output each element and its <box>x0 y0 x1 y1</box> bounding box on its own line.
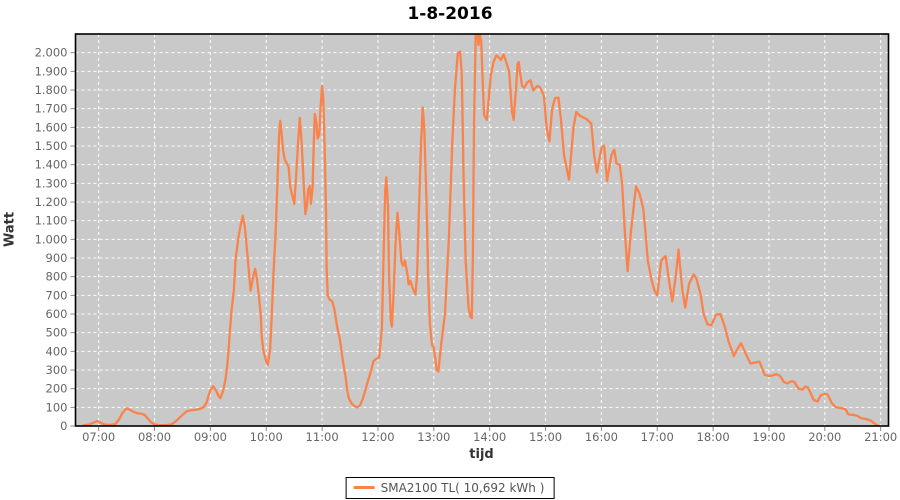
x-tick-label: 11:00 <box>306 430 339 444</box>
x-tick-label: 14:00 <box>473 430 506 444</box>
y-tick-label: 1.300 <box>35 176 68 190</box>
plot-background <box>75 34 889 426</box>
x-tick-label: 16:00 <box>585 430 618 444</box>
x-tick-label: 08:00 <box>138 430 171 444</box>
y-tick-label: 600 <box>46 307 68 321</box>
x-tick-label: 19:00 <box>752 430 785 444</box>
y-tick-label: 400 <box>46 344 68 358</box>
y-tick-label: 100 <box>46 400 68 414</box>
y-tick-label: 1.600 <box>35 120 68 134</box>
y-tick-label: 1.900 <box>35 64 68 78</box>
x-tick-label: 20:00 <box>808 430 841 444</box>
tick-marks <box>70 52 882 431</box>
y-tick-label: 1.400 <box>35 158 68 172</box>
x-tick-label: 18:00 <box>697 430 730 444</box>
y-tick-label: 700 <box>46 288 68 302</box>
tick-labels: 07:00 08:00 09:00 10:00 11:00 12:00 13:00 14:00… <box>35 46 898 444</box>
y-tick-label: 0 <box>60 419 67 433</box>
plot-border <box>74 33 890 427</box>
y-tick-label: 1.100 <box>35 214 68 228</box>
x-tick-label: 21:00 <box>864 430 897 444</box>
y-tick-label: 1.500 <box>35 139 68 153</box>
y-axis-title: Watt <box>2 211 18 248</box>
x-tick-label: 13:00 <box>417 430 450 444</box>
x-tick-label: 10:00 <box>250 430 283 444</box>
legend-series-label: SMA2100 TL( 10,692 kWh ) <box>380 480 545 495</box>
y-tick-label: 1.000 <box>35 232 68 246</box>
series-line <box>82 34 881 426</box>
y-tick-label: 300 <box>46 363 68 377</box>
x-axis-title: tijd <box>469 447 494 462</box>
y-tick-label: 2.000 <box>35 46 68 60</box>
x-tick-label: 09:00 <box>194 430 227 444</box>
y-tick-label: 1.800 <box>35 83 68 97</box>
y-tick-label: 1.700 <box>35 102 68 116</box>
y-tick-label: 1.200 <box>35 195 68 209</box>
y-tick-label: 900 <box>46 251 68 265</box>
x-tick-label: 15:00 <box>529 430 562 444</box>
x-tick-label: 17:00 <box>641 430 674 444</box>
series-line-swatch-icon <box>353 486 375 489</box>
y-tick-label: 500 <box>46 326 68 340</box>
legend: SMA2100 TL( 10,692 kWh ) <box>345 477 555 499</box>
chart-title: 1-8-2016 <box>407 4 493 24</box>
y-tick-label: 800 <box>46 270 68 284</box>
x-tick-label: 07:00 <box>82 430 115 444</box>
x-tick-label: 12:00 <box>361 430 394 444</box>
y-tick-label: 200 <box>46 382 68 396</box>
